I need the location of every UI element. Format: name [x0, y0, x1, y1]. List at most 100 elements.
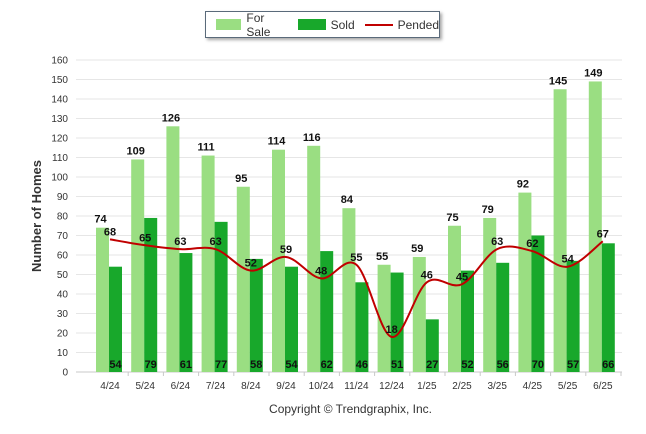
- bar-sold: [285, 266, 298, 372]
- y-tick-label: 90: [57, 192, 69, 203]
- data-label-pended: 48: [315, 265, 327, 277]
- data-label-sold: 77: [215, 359, 227, 371]
- bar-for-sale: [377, 264, 391, 372]
- data-label-pended: 67: [597, 228, 609, 240]
- data-label-sold: 58: [250, 359, 262, 371]
- data-label-for-sale: 95: [235, 173, 247, 185]
- y-tick-label: 20: [57, 329, 69, 340]
- data-label-pended: 45: [456, 271, 468, 283]
- data-label-sold: 62: [321, 359, 333, 371]
- data-label-sold: 27: [426, 359, 438, 371]
- data-label-sold: 56: [497, 359, 509, 371]
- y-tick-label: 130: [51, 114, 68, 125]
- data-label-pended: 68: [104, 226, 116, 238]
- data-label-pended: 59: [280, 244, 292, 256]
- data-label-sold: 70: [532, 359, 544, 371]
- bar-sold: [355, 282, 369, 372]
- data-label-pended: 63: [174, 236, 186, 248]
- bar-for-sale: [518, 192, 532, 372]
- x-tick-label: 4/25: [523, 381, 543, 392]
- legend-item-sold: Sold: [297, 17, 355, 32]
- y-tick-label: 50: [57, 270, 69, 281]
- bar-for-sale: [96, 227, 109, 372]
- bar-for-sale: [131, 159, 145, 372]
- data-label-for-sale: 92: [517, 179, 529, 191]
- x-tick-label: 10/24: [309, 381, 334, 392]
- y-tick-label: 100: [51, 173, 68, 184]
- legend-label-pended: Pended: [397, 17, 439, 32]
- data-label-for-sale: 145: [549, 75, 567, 87]
- data-label-for-sale: 74: [94, 214, 107, 226]
- y-tick-label: 0: [62, 368, 68, 379]
- bar-sold: [601, 243, 615, 372]
- data-label-pended: 63: [491, 236, 503, 248]
- y-tick-label: 160: [51, 56, 68, 67]
- y-tick-label: 80: [57, 212, 69, 223]
- x-tick-label: 6/24: [171, 381, 191, 392]
- bar-for-sale: [342, 208, 356, 372]
- data-label-pended: 63: [209, 236, 221, 248]
- x-tick-label: 9/24: [276, 381, 296, 392]
- bar-sold: [249, 258, 263, 372]
- legend-label-sold: Sold: [330, 17, 355, 32]
- data-label-for-sale: 116: [303, 132, 321, 144]
- bar-sold: [320, 251, 334, 372]
- legend-label-for-sale: For Sale: [246, 10, 271, 39]
- bar-sold: [390, 272, 404, 372]
- bar-sold: [144, 217, 158, 372]
- x-tick-label: 11/24: [344, 381, 369, 392]
- y-tick-label: 10: [57, 348, 69, 359]
- y-tick-label: 40: [57, 290, 69, 301]
- bar-sold: [566, 260, 580, 372]
- y-tick-label: 60: [57, 251, 69, 262]
- data-label-pended: 62: [526, 238, 538, 250]
- bar-sold: [496, 262, 510, 372]
- data-label-sold: 57: [567, 359, 579, 371]
- x-tick-label: 3/25: [487, 381, 507, 392]
- data-label-for-sale: 149: [584, 67, 602, 79]
- bar-sold: [461, 270, 474, 372]
- data-label-for-sale: 126: [162, 112, 180, 124]
- bar-for-sale: [201, 155, 215, 372]
- data-label-sold: 51: [391, 359, 403, 371]
- bar-sold: [531, 235, 545, 372]
- bar-for-sale: [307, 145, 321, 372]
- data-label-sold: 54: [285, 359, 298, 371]
- pended-line-icon: [364, 23, 393, 26]
- copyright-text: Copyright © Trendgraphix, Inc.: [269, 402, 432, 416]
- y-tick-label: 150: [51, 75, 68, 86]
- bar-for-sale: [272, 149, 285, 372]
- y-tick-label: 30: [57, 309, 69, 320]
- x-tick-label: 2/25: [452, 381, 472, 392]
- data-label-pended: 46: [421, 269, 433, 281]
- data-label-for-sale: 75: [446, 212, 458, 224]
- data-label-for-sale: 109: [127, 145, 145, 157]
- data-label-sold: 66: [602, 359, 614, 371]
- legend-item-for-sale: For Sale: [216, 11, 288, 39]
- data-label-pended: 65: [139, 232, 151, 244]
- legend-item-pended: Pended: [364, 17, 439, 32]
- pended-line: [109, 238, 604, 338]
- x-tick-label: 4/24: [100, 381, 120, 392]
- data-label-for-sale: 84: [341, 194, 354, 206]
- bar-for-sale: [448, 225, 461, 372]
- for-sale-swatch-icon: [216, 19, 242, 30]
- x-tick-label: 6/25: [593, 381, 613, 392]
- data-label-pended: 52: [245, 258, 257, 270]
- x-tick-label: 1/25: [417, 381, 437, 392]
- x-tick-label: 8/24: [241, 381, 261, 392]
- bar-for-sale: [553, 89, 567, 372]
- data-label-pended: 55: [350, 252, 362, 264]
- y-tick-label: 140: [51, 95, 68, 106]
- x-tick-label: 12/24: [379, 381, 404, 392]
- bar-sold: [109, 266, 122, 372]
- x-tick-label: 5/25: [558, 381, 578, 392]
- y-tick-label: 70: [57, 231, 69, 242]
- y-tick-label: 120: [51, 134, 68, 145]
- data-label-sold: 46: [356, 359, 368, 371]
- data-label-for-sale: 59: [411, 243, 423, 255]
- data-label-for-sale: 114: [268, 136, 287, 148]
- data-label-for-sale: 55: [376, 251, 388, 263]
- bar-for-sale: [236, 186, 250, 372]
- bar-for-sale: [483, 217, 497, 372]
